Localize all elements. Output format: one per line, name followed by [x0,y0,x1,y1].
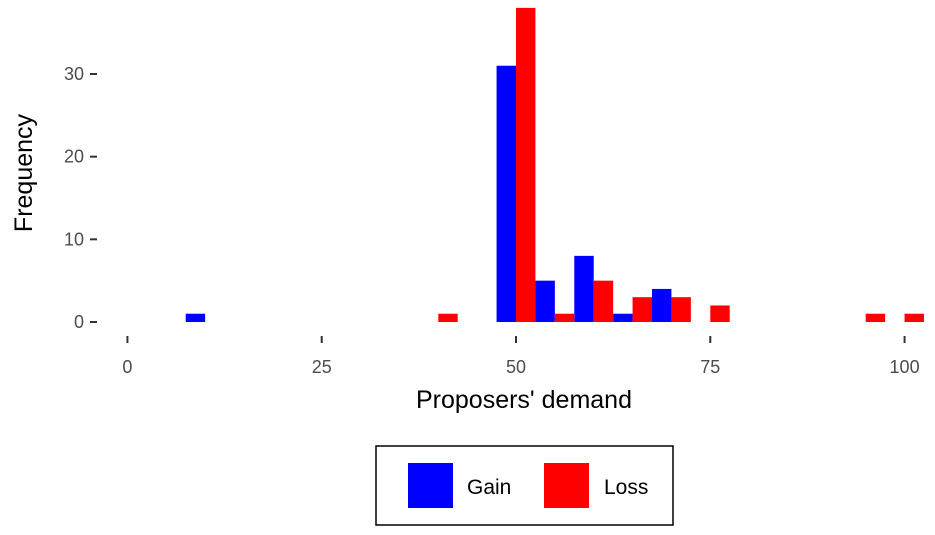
bar-loss-60 [593,280,614,322]
bar-gain-55 [535,280,555,322]
y-axis-title: Frequency [10,113,38,232]
x-tick-label-25: 25 [312,357,332,377]
legend-label-gain: Gain [467,476,511,499]
bar-gain-10 [185,313,206,322]
x-tick-label-75: 75 [700,357,720,377]
legend: Gain Loss [375,445,674,526]
y-tick-label-10: 10 [64,229,84,249]
bar-loss-75 [710,305,730,322]
bar-loss-40 [438,313,458,322]
x-axis-title: Proposers' demand [416,386,632,414]
bar-gain-65 [613,313,633,322]
bar-gain-70 [652,288,672,322]
y-axis: 0 10 20 30 [64,64,97,332]
bar-loss-100 [904,313,924,322]
bar-loss-95 [865,313,886,322]
bar-loss-55 [554,313,575,322]
bar-loss-65 [632,297,652,322]
legend-label-loss: Loss [604,476,648,499]
x-axis: 0 25 50 75 100 [122,336,920,377]
bars-layer [185,7,924,323]
bar-loss-50 [516,7,536,323]
x-tick-label-0: 0 [122,357,132,377]
x-tick-label-50: 50 [506,357,526,377]
y-tick-label-20: 20 [64,147,84,167]
legend-key-gain [408,463,453,508]
bar-loss-70 [671,297,691,322]
bar-gain-60 [574,255,594,322]
x-tick-label-100: 100 [890,357,920,377]
y-tick-label-30: 30 [64,64,84,84]
bar-gain-50 [496,65,516,322]
legend-key-loss [544,463,589,508]
y-tick-label-0: 0 [74,312,84,332]
